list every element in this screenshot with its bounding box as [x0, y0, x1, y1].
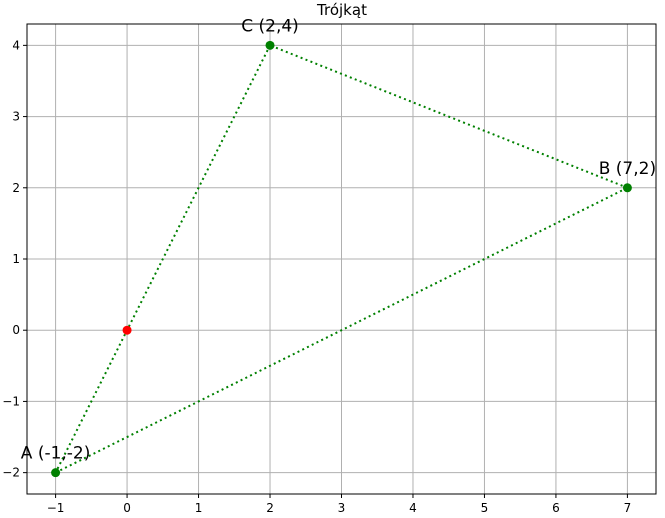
- x-tick-label: 6: [552, 501, 560, 515]
- triangle-edge: [55, 186, 628, 474]
- y-tick-label: −1: [2, 394, 20, 408]
- vertex-marker: [51, 468, 61, 478]
- x-tick-label: 1: [195, 501, 203, 515]
- vertex-label: C (2,4): [241, 16, 299, 36]
- vertex-label: B (7,2): [599, 159, 656, 179]
- triangle-edges: [54, 44, 628, 474]
- y-tick-label: 4: [12, 38, 20, 52]
- x-tick-label: 3: [338, 501, 346, 515]
- origin-point: [122, 325, 132, 335]
- vertex-labels: A (-1,-2) B (7,2) C (2,4): [21, 16, 656, 463]
- y-tick-label: 2: [12, 181, 20, 195]
- triangle-edge: [54, 44, 271, 474]
- vertex-label: A (-1,-2): [21, 444, 91, 464]
- x-tick-label: 4: [409, 501, 417, 515]
- y-tick-label: 3: [12, 110, 20, 124]
- x-tick-label: 7: [624, 501, 632, 515]
- vertex-marker: [622, 183, 632, 193]
- grid: [27, 24, 656, 494]
- x-tick-label: 2: [266, 501, 274, 515]
- y-tick-label: −2: [2, 466, 20, 480]
- x-tick-label: 0: [123, 501, 131, 515]
- y-tick-label: 0: [12, 323, 20, 337]
- y-tick-label: 1: [12, 252, 20, 266]
- axes: −1 0 1 2 3 4 5 6 7 −2 −1 0 1 2 3 4: [2, 23, 657, 515]
- chart-title: Trójkąt: [316, 1, 367, 19]
- triangle-edge: [269, 44, 628, 189]
- x-tick-label: 5: [481, 501, 489, 515]
- x-tick-label: −1: [47, 501, 65, 515]
- data-points: [51, 40, 632, 478]
- vertex-marker: [265, 40, 275, 50]
